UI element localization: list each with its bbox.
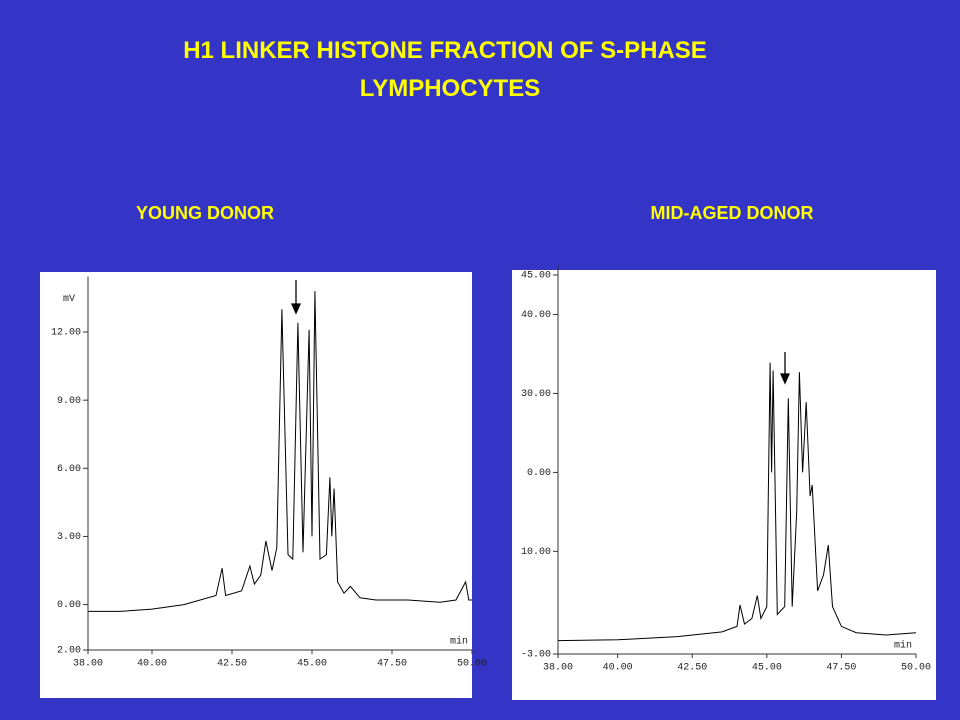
- x-tick-label: 38.00: [543, 663, 573, 674]
- y-tick-label: 0.00: [57, 600, 81, 611]
- x-tick-label: 45.00: [297, 659, 327, 670]
- annotations: [290, 280, 791, 385]
- arrow-head: [779, 373, 791, 385]
- chart-title: YOUNG DONOR: [136, 203, 274, 223]
- y-tick-label: 30.00: [521, 389, 551, 400]
- x-tick-label: 47.50: [826, 663, 856, 674]
- y-tick-label: 12.00: [51, 328, 81, 339]
- slide-title: H1 LINKER HISTONE FRACTION OF S-PHASE: [183, 37, 707, 64]
- slide-title: LYMPHOCYTES: [360, 75, 540, 102]
- chart-panel: [512, 270, 936, 700]
- y-tick-label: 40.00: [521, 310, 551, 321]
- arrow-head: [290, 303, 302, 315]
- charts: 12.00 9.00 6.00 3.00 0.00 2.00 38.00 40.00 42.50…: [51, 265, 931, 674]
- y-tick-label: 10.00: [521, 547, 551, 558]
- y-tick-label: 0.00: [527, 468, 551, 479]
- y-tick-label: 6.00: [57, 464, 81, 475]
- x-tick-label: 40.00: [603, 663, 633, 674]
- trace: [557, 362, 917, 642]
- trace: [88, 291, 472, 612]
- x-tick-label: 45.00: [752, 663, 782, 674]
- x-tick-label: 42.50: [217, 659, 247, 670]
- y-axis-label: mV: [63, 294, 75, 305]
- x-tick-label: 40.00: [137, 659, 167, 670]
- chart-title: MID-AGED DONOR: [651, 203, 814, 223]
- y-tick-label: 2.00: [57, 646, 81, 657]
- x-tick-label: 47.50: [377, 659, 407, 670]
- chart-panel: [40, 272, 472, 698]
- x-tick-label: 38.00: [73, 659, 103, 670]
- y-tick-label: 9.00: [57, 396, 81, 407]
- x-tick-label: 50.00: [901, 663, 931, 674]
- x-axis-label: min: [450, 636, 468, 648]
- x-tick-label: 42.50: [677, 663, 707, 674]
- x-axis-label: min: [894, 640, 912, 652]
- y-tick-label: 3.00: [57, 532, 81, 543]
- y-tick-label: 45.00: [521, 271, 551, 282]
- x-tick-label: 50.00: [457, 659, 487, 670]
- y-tick-label: -3.00: [521, 650, 551, 661]
